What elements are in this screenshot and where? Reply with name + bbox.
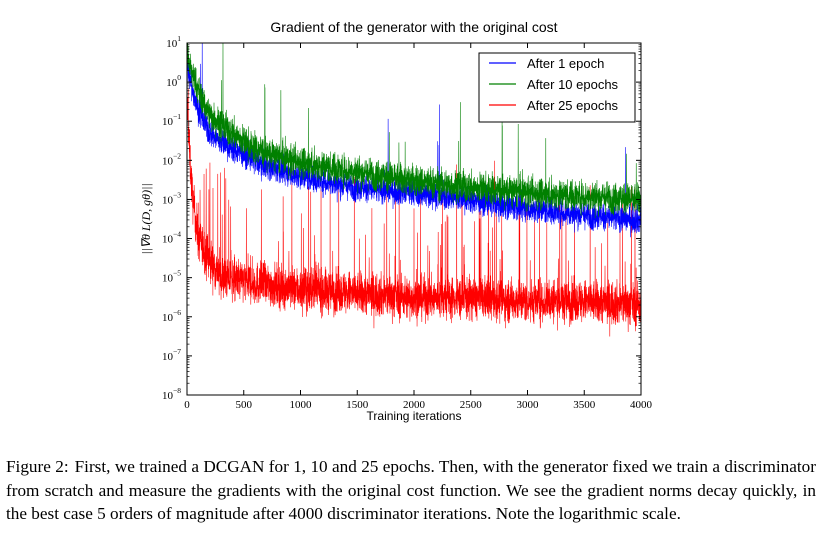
chart: Gradient of the generator with the origi… <box>139 19 653 423</box>
x-axis-label: Training iterations <box>367 409 462 423</box>
x-tick-label: 1000 <box>290 399 313 411</box>
x-tick-label: 1500 <box>346 399 369 411</box>
legend-label-3: After 25 epochs <box>527 98 619 113</box>
x-tick-label: 4000 <box>630 399 653 411</box>
caption-text: First, we trained a DCGAN for 1, 10 and … <box>6 457 816 523</box>
y-tick-label: 10−6 <box>162 308 181 324</box>
y-tick-label: 10−4 <box>162 230 181 246</box>
y-tick-label: 101 <box>166 34 181 50</box>
caption-number: Figure 2: <box>6 457 69 476</box>
legend: After 1 epoch After 10 epochs After 25 epo… <box>478 52 636 123</box>
y-tick-label: 10−8 <box>162 386 181 402</box>
legend-label-2: After 10 epochs <box>527 77 619 92</box>
y-axis-label: ||∇θ L(D, gθ)|| <box>139 183 153 254</box>
series-line-2 <box>187 43 641 219</box>
y-tick-label: 100 <box>166 73 181 89</box>
series-line-3 <box>187 83 641 337</box>
y-tick-label: 10−7 <box>162 347 181 363</box>
legend-box <box>478 52 636 123</box>
x-tick-label: 500 <box>236 399 253 411</box>
figure-caption: Figure 2: First, we trained a DCGAN for 1… <box>6 455 816 526</box>
y-tick-label: 10−5 <box>162 269 181 285</box>
y-tick-label: 10−2 <box>162 151 181 167</box>
x-tick-label: 3000 <box>517 399 540 411</box>
x-tick-label: 2500 <box>460 399 483 411</box>
y-tick-label: 10−3 <box>162 190 181 206</box>
x-tick-label: 3500 <box>573 399 596 411</box>
x-tick-label: 2000 <box>403 399 426 411</box>
series-line-1 <box>187 43 641 238</box>
series-group <box>187 43 641 337</box>
x-tick-label: 0 <box>184 399 190 411</box>
chart-title: Gradient of the generator with the origi… <box>270 19 557 35</box>
y-tick-label: 10−1 <box>162 112 181 128</box>
legend-label-1: After 1 epoch <box>527 56 604 71</box>
